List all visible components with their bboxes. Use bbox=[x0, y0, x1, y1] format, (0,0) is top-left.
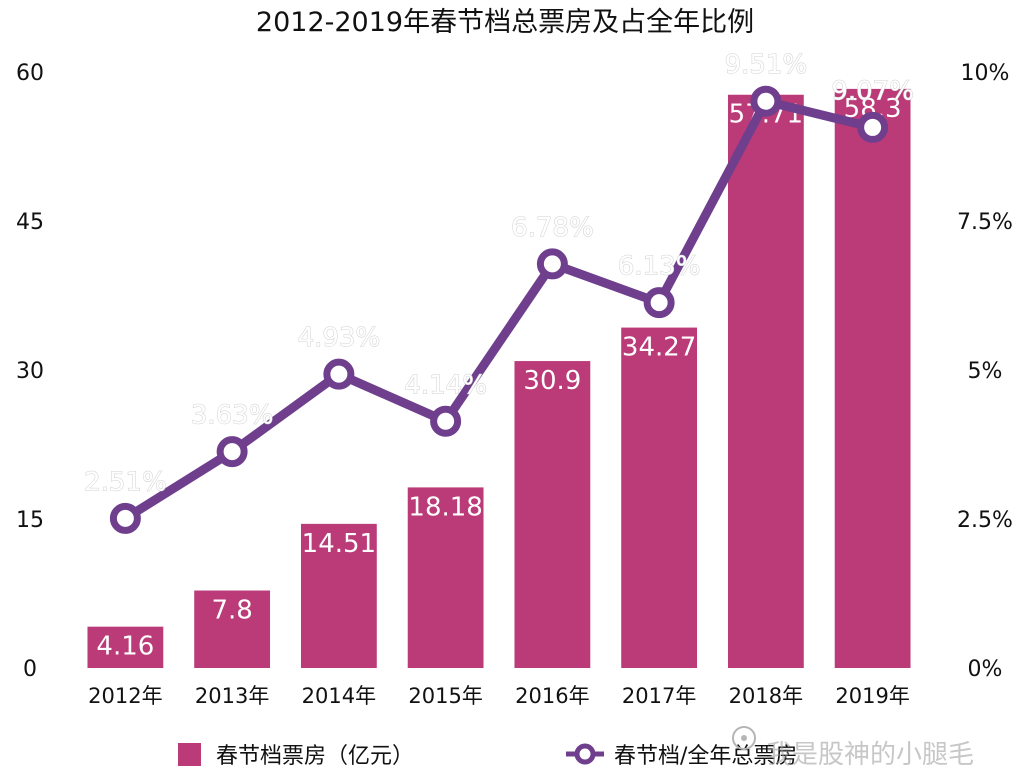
right-axis-tick-label: 2.5% bbox=[957, 508, 1013, 533]
x-axis: 2012年 2013年 2014年 2015年 2016年 2017年 2018年 2019年 bbox=[88, 684, 910, 708]
right-axis-tick-label: 10% bbox=[961, 61, 1010, 86]
line-value-label: 6.13% bbox=[618, 252, 701, 282]
left-axis-tick-label: 45 bbox=[16, 210, 44, 235]
line-series bbox=[109, 85, 889, 534]
line-marker bbox=[643, 287, 675, 319]
x-axis-tick-label: 2017年 bbox=[622, 684, 696, 708]
left-axis-tick-label: 0 bbox=[23, 657, 37, 682]
share-line bbox=[120, 96, 878, 523]
legend-swatch-marker bbox=[574, 743, 596, 765]
line-marker bbox=[430, 405, 462, 437]
line-marker bbox=[323, 358, 355, 390]
bar-value-label: 34.27 bbox=[622, 333, 696, 363]
chart-title: 2012-2019年春节档总票房及占全年比例 bbox=[256, 7, 754, 38]
watermark-text: 我是股神的小腿毛 bbox=[766, 740, 974, 770]
x-axis-tick-label: 2013年 bbox=[195, 684, 269, 708]
x-axis-tick-label: 2016年 bbox=[515, 684, 589, 708]
line-value-label: 9.51% bbox=[725, 50, 808, 80]
line-value-label: 4.14% bbox=[404, 370, 487, 400]
bar-series bbox=[87, 88, 911, 669]
right-axis-tick-label: 7.5% bbox=[957, 210, 1013, 235]
right-axis-tick-label: 0% bbox=[968, 657, 1003, 682]
line-value-label: 3.63% bbox=[191, 401, 274, 431]
watermark-logo-dot-icon bbox=[741, 735, 747, 741]
bar-value-label: 14.51 bbox=[302, 529, 376, 559]
watermark-logo-icon bbox=[732, 726, 756, 750]
legend: 春节档票房（亿元） 春节档/全年总票房 bbox=[178, 743, 797, 769]
line-marker bbox=[109, 502, 141, 534]
line-marker bbox=[216, 436, 248, 468]
line-value-label: 9.07% bbox=[831, 76, 914, 106]
bar bbox=[621, 327, 698, 668]
legend-label-bar: 春节档票房（亿元） bbox=[216, 744, 414, 769]
bar-value-label: 30.9 bbox=[523, 366, 581, 396]
legend-swatch-bar bbox=[178, 743, 201, 766]
bar-value-label: 4.16 bbox=[96, 632, 154, 662]
right-axis-tick-label: 5% bbox=[968, 359, 1003, 384]
x-axis-tick-label: 2019年 bbox=[835, 684, 909, 708]
watermark: 我是股神的小腿毛 bbox=[732, 726, 974, 770]
line-value-label: 4.93% bbox=[298, 323, 381, 353]
bar-value-label: 18.18 bbox=[408, 492, 482, 522]
x-axis-tick-label: 2014年 bbox=[302, 684, 376, 708]
bar bbox=[407, 487, 484, 668]
line-value-label: 6.78% bbox=[511, 213, 594, 243]
left-axis: 0 15 30 45 60 bbox=[16, 61, 44, 682]
bar-value-label: 7.8 bbox=[211, 596, 252, 626]
bar bbox=[87, 626, 164, 668]
bar bbox=[300, 523, 377, 668]
right-axis: 0% 2.5% 5% 7.5% 10% bbox=[957, 61, 1013, 682]
left-axis-tick-label: 30 bbox=[16, 359, 44, 384]
line-labels: 2.51% 3.63% 4.93% 4.14% 6.78% 6.13% 9.51% 9.07% bbox=[84, 50, 915, 498]
left-axis-tick-label: 15 bbox=[16, 508, 44, 533]
line-value-label: 2.51% bbox=[84, 467, 167, 497]
bar bbox=[727, 94, 804, 669]
bar bbox=[194, 590, 271, 668]
x-axis-tick-label: 2015年 bbox=[408, 684, 482, 708]
bar bbox=[514, 361, 591, 668]
line-marker bbox=[857, 111, 889, 143]
legend-label-line: 春节档/全年总票房 bbox=[614, 744, 797, 769]
line-marker bbox=[750, 85, 782, 117]
bar bbox=[834, 88, 911, 669]
left-axis-tick-label: 60 bbox=[16, 61, 44, 86]
x-axis-tick-label: 2012年 bbox=[88, 684, 162, 708]
x-axis-tick-label: 2018年 bbox=[729, 684, 803, 708]
line-marker bbox=[536, 248, 568, 280]
